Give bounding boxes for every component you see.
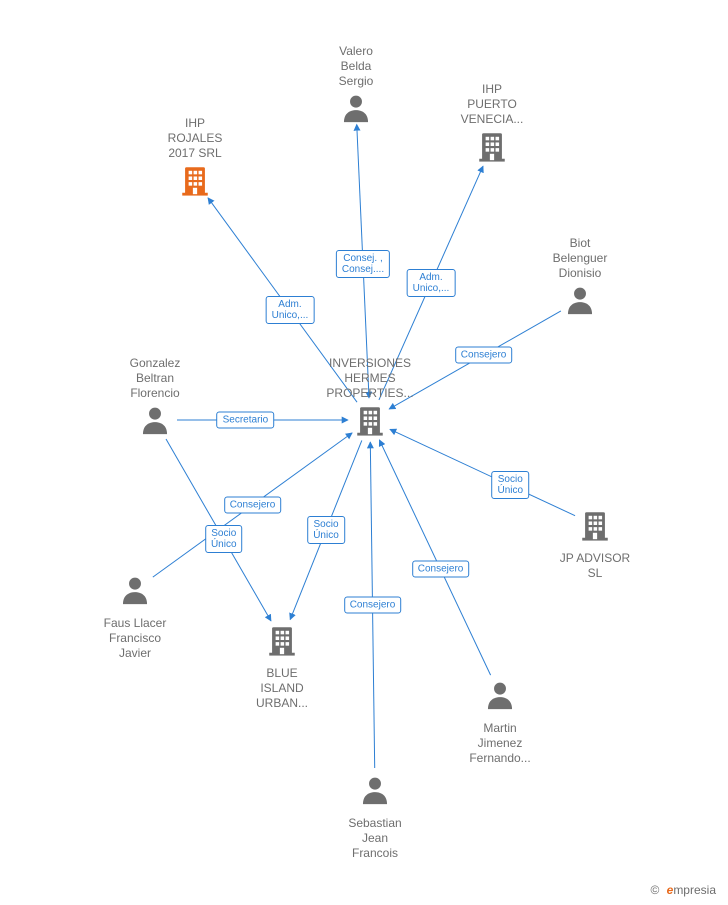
node-label: Faus Llacer Francisco Javier	[75, 616, 195, 661]
building-icon	[265, 623, 299, 657]
node-label: Gonzalez Beltran Florencio	[95, 356, 215, 401]
building-icon	[475, 129, 509, 163]
node-jp[interactable]: JP ADVISOR SL	[535, 508, 655, 581]
edges-layer	[0, 0, 728, 905]
node-label: Biot Belenguer Dionisio	[520, 236, 640, 281]
edge-label[interactable]: Adm. Unico,...	[407, 269, 456, 297]
person-icon	[358, 773, 392, 807]
person-icon	[563, 283, 597, 317]
node-martin[interactable]: Martin Jimenez Fernando...	[440, 678, 560, 766]
node-label: IHP ROJALES 2017 SRL	[135, 116, 255, 161]
person-icon	[118, 573, 152, 607]
node-label: Sebastian Jean Francois	[315, 816, 435, 861]
node-label: JP ADVISOR SL	[535, 551, 655, 581]
brand-rest: mpresia	[673, 883, 716, 897]
edge-label[interactable]: Consejero	[224, 497, 282, 514]
person-icon	[138, 403, 172, 437]
building-icon	[178, 163, 212, 197]
node-gonzalez[interactable]: Gonzalez Beltran Florencio	[95, 356, 215, 442]
edge-label[interactable]: Consejero	[412, 561, 470, 578]
node-rojales[interactable]: IHP ROJALES 2017 SRL	[135, 116, 255, 202]
node-label: BLUE ISLAND URBAN...	[222, 666, 342, 711]
copyright-symbol: ©	[650, 883, 659, 897]
node-faus[interactable]: Faus Llacer Francisco Javier	[75, 573, 195, 661]
edge-label[interactable]: Socio Único	[307, 516, 345, 544]
node-sebastian[interactable]: Sebastian Jean Francois	[315, 773, 435, 861]
node-venecia[interactable]: IHP PUERTO VENECIA...	[432, 82, 552, 168]
node-blue[interactable]: BLUE ISLAND URBAN...	[222, 623, 342, 711]
node-valero[interactable]: Valero Belda Sergio	[296, 44, 416, 130]
edge-label[interactable]: Consejero	[344, 597, 402, 614]
edge-line	[390, 429, 575, 515]
person-icon	[483, 678, 517, 712]
person-icon	[339, 91, 373, 125]
edge-label[interactable]: Socio Único	[491, 471, 529, 499]
edge-label[interactable]: Consejero	[455, 347, 513, 364]
node-center[interactable]: INVERSIONES HERMES PROPERTIES...	[310, 356, 430, 442]
edge-label[interactable]: Socio Único	[205, 525, 243, 553]
edge-line	[379, 440, 490, 675]
building-icon	[353, 403, 387, 437]
edge-label[interactable]: Secretario	[217, 412, 275, 429]
node-label: IHP PUERTO VENECIA...	[432, 82, 552, 127]
edge-label[interactable]: Adm. Unico,...	[266, 296, 315, 324]
node-label: Martin Jimenez Fernando...	[440, 721, 560, 766]
node-label: INVERSIONES HERMES PROPERTIES...	[310, 356, 430, 401]
building-icon	[578, 508, 612, 542]
edge-label[interactable]: Consej. , Consej....	[336, 250, 390, 278]
watermark: © empresia	[650, 883, 716, 897]
node-biot[interactable]: Biot Belenguer Dionisio	[520, 236, 640, 322]
node-label: Valero Belda Sergio	[296, 44, 416, 89]
